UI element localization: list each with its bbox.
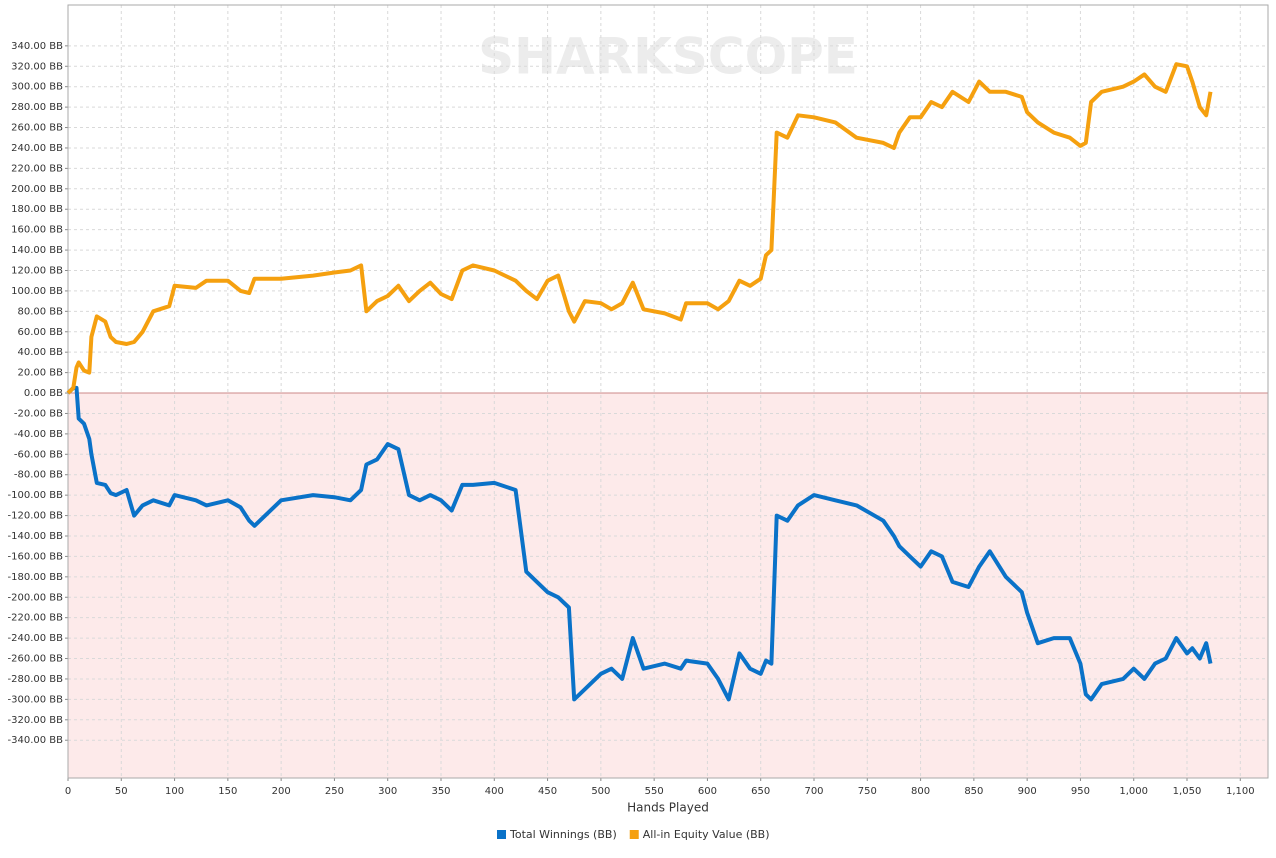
y-tick-label: -60.00 BB <box>14 449 63 460</box>
negative-region <box>68 393 1268 778</box>
y-tick-label: 80.00 BB <box>17 306 63 317</box>
series-line <box>66 62 1213 395</box>
y-tick-label: 340.00 BB <box>11 41 63 52</box>
y-tick-label: 40.00 BB <box>17 347 63 358</box>
y-tick-label: 140.00 BB <box>11 245 63 256</box>
y-tick-label: -220.00 BB <box>8 613 64 624</box>
y-tick-label: -200.00 BB <box>8 592 64 603</box>
y-tick-label: -260.00 BB <box>8 654 64 665</box>
legend-label: All-in Equity Value (BB) <box>643 828 770 841</box>
y-tick-label: -300.00 BB <box>8 694 64 705</box>
y-tick-label: 60.00 BB <box>17 327 63 338</box>
y-tick-label: -320.00 BB <box>8 715 64 726</box>
y-tick-label: -180.00 BB <box>8 572 64 583</box>
x-tick-label: 900 <box>1018 786 1037 797</box>
y-tick-label: 20.00 BB <box>17 368 63 379</box>
y-tick-label: 180.00 BB <box>11 204 63 215</box>
legend-swatch <box>629 830 639 839</box>
x-tick-label: 1,100 <box>1226 786 1255 797</box>
x-tick-label: 150 <box>218 786 237 797</box>
watermark: SHARKSCOPE <box>478 28 858 86</box>
legend: Total Winnings (BB) All-in Equity Value (… <box>497 828 770 841</box>
y-tick-label: -100.00 BB <box>8 490 64 501</box>
y-tick-label: -280.00 BB <box>8 674 64 685</box>
y-tick-label: -40.00 BB <box>14 429 63 440</box>
x-tick-label: 500 <box>591 786 610 797</box>
y-tick-label: 160.00 BB <box>11 225 63 236</box>
x-tick-label: 300 <box>378 786 397 797</box>
x-tick-label: 450 <box>538 786 557 797</box>
y-tick-label: 100.00 BB <box>11 286 63 297</box>
y-tick-label: 320.00 BB <box>11 61 63 72</box>
y-tick-label: -120.00 BB <box>8 511 64 522</box>
legend-label: Total Winnings (BB) <box>509 828 617 841</box>
y-tick-label: -140.00 BB <box>8 531 64 542</box>
x-tick-label: 600 <box>698 786 717 797</box>
y-tick-label: 240.00 BB <box>11 143 63 154</box>
y-tick-label: 260.00 BB <box>11 123 63 134</box>
legend-swatch <box>497 830 506 839</box>
y-tick-label: -240.00 BB <box>8 633 64 644</box>
y-tick-label: 0.00 BB <box>24 388 63 399</box>
x-tick-label: 950 <box>1071 786 1090 797</box>
y-tick-label: 280.00 BB <box>11 102 63 113</box>
x-axis-label: Hands Played <box>627 801 709 815</box>
x-tick-label: 250 <box>325 786 344 797</box>
x-tick-label: 350 <box>431 786 450 797</box>
y-tick-label: 300.00 BB <box>11 82 63 93</box>
y-tick-label: 200.00 BB <box>11 184 63 195</box>
y-tick-label: -340.00 BB <box>8 735 64 746</box>
x-tick-label: 550 <box>645 786 664 797</box>
x-tick-label: 100 <box>165 786 184 797</box>
x-tick-label: 400 <box>485 786 504 797</box>
x-tick-label: 200 <box>272 786 291 797</box>
y-tick-label: -20.00 BB <box>14 408 63 419</box>
x-tick-label: 850 <box>964 786 983 797</box>
y-tick-label: -80.00 BB <box>14 470 63 481</box>
x-tick-label: 1,000 <box>1119 786 1148 797</box>
series-line <box>66 385 1213 702</box>
x-tick-label: 800 <box>911 786 930 797</box>
y-tick-label: 120.00 BB <box>11 265 63 276</box>
x-tick-label: 50 <box>115 786 128 797</box>
x-tick-label: 650 <box>751 786 770 797</box>
y-tick-label: 220.00 BB <box>11 163 63 174</box>
x-tick-label: 1,050 <box>1173 786 1202 797</box>
x-tick-label: 700 <box>804 786 823 797</box>
x-tick-label: 750 <box>858 786 877 797</box>
x-tick-label: 0 <box>65 786 71 797</box>
y-tick-label: -160.00 BB <box>8 551 64 562</box>
